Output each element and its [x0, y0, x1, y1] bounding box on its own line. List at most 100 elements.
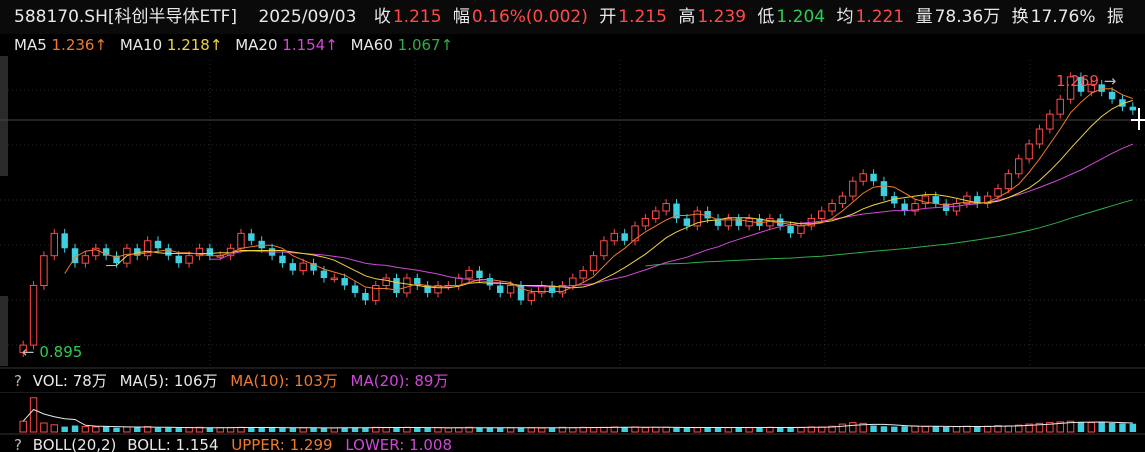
volume-bar-up: [19, 420, 27, 433]
volume-bar-up: [1004, 425, 1013, 433]
volume-bar-down: [942, 426, 950, 432]
high-label: 高: [678, 7, 696, 27]
volume-bar-up: [921, 426, 930, 433]
volume-bar-down: [974, 426, 981, 432]
candle-body-up: [1087, 83, 1096, 93]
ma10-label: MA10: [119, 36, 163, 54]
volume-bar-up: [1066, 420, 1075, 433]
volume-help-icon[interactable]: ?: [14, 372, 22, 390]
volume-bar-up: [185, 427, 193, 433]
candle-body-up: [29, 285, 38, 346]
volume-bar-down: [673, 427, 680, 432]
turnover-value: 17.76%: [1030, 7, 1096, 27]
ma20-label: MA20: [235, 36, 278, 54]
volume-bar-down: [248, 427, 255, 432]
volume-bar-up: [797, 426, 805, 433]
volume-value: 78.36万: [934, 7, 1001, 27]
volume-bar-up: [859, 422, 867, 433]
volume-bar-up: [994, 425, 1002, 433]
low-price-marker: ← 0.895: [22, 343, 83, 361]
candle-body-down: [424, 285, 431, 293]
candle-body-down: [320, 270, 328, 279]
candle-body-down: [310, 263, 317, 271]
volume-bar-up: [963, 425, 971, 433]
volume-bar-up: [1087, 422, 1096, 433]
volume-value: VOL: 78万: [32, 372, 107, 390]
close-label: 收: [373, 7, 391, 27]
candle-body-up: [641, 217, 650, 227]
ma20-value: 1.154↑: [282, 36, 338, 54]
candle-body-down: [517, 285, 525, 301]
side-tab-top[interactable]: [0, 56, 8, 176]
candle-body-up: [828, 203, 836, 212]
security-code[interactable]: 588170.SH[科创半导体ETF]: [14, 7, 238, 27]
volume-bar-up: [81, 426, 90, 433]
volume-bar-down: [787, 427, 794, 432]
candle-body-down: [974, 196, 981, 204]
boll-value: BOLL: 1.154: [127, 438, 219, 452]
side-tab-bottom[interactable]: [0, 296, 8, 366]
candle-body-down: [476, 270, 483, 279]
low-price-label: 0.895: [39, 343, 83, 361]
open-value: 1.215: [618, 7, 667, 27]
volume-bar-down: [102, 426, 110, 432]
close-value: 1.215: [392, 7, 442, 27]
candle-body-down: [548, 285, 556, 293]
candle-body-up: [558, 285, 567, 294]
volume-bar-up: [641, 427, 650, 433]
boll-help-icon[interactable]: ?: [14, 438, 22, 452]
volume-ma20: MA(20): 89万: [350, 372, 449, 390]
volume-bar-down: [476, 427, 483, 432]
volume-bar-down: [1108, 423, 1116, 432]
high-price-label: 1.269: [1056, 72, 1099, 90]
avg-value: 1.221: [855, 7, 905, 27]
volume-bar-up: [745, 427, 753, 433]
volume-bar-up: [403, 426, 411, 433]
candle-body-down: [206, 248, 214, 256]
candle-body-down: [248, 233, 255, 241]
volume-bar-up: [226, 427, 235, 433]
volume-bar-down: [71, 425, 79, 432]
candle-body-up: [1056, 98, 1064, 115]
volume-bar-up: [983, 425, 992, 433]
candle-body-up: [693, 210, 701, 227]
candle-body-up: [859, 173, 867, 182]
volume-bar-down: [870, 425, 877, 432]
volume-bar-down: [424, 427, 431, 432]
volume-bar-down: [548, 427, 556, 432]
volume-bar-down: [393, 427, 400, 432]
candle-body-down: [704, 211, 711, 219]
candle-body-down: [61, 233, 68, 249]
volume-bar-down: [704, 427, 711, 432]
volume-bar-down: [165, 427, 172, 432]
volume-bar-down: [258, 427, 265, 432]
candle-body-down: [71, 248, 79, 264]
volume-bar-down: [134, 427, 141, 432]
volume-bar-up: [766, 426, 774, 433]
boll-panel-header: ? BOLL(20,2) BOLL: 1.154 UPPER: 1.299 LO…: [0, 438, 1145, 452]
candle-body-down: [497, 285, 504, 293]
candle-body-down: [777, 218, 784, 226]
volume-bar-down: [113, 427, 120, 432]
candle-body-up: [652, 210, 660, 219]
candle-body-down: [880, 181, 888, 197]
candle-body-up: [465, 270, 473, 279]
volume-bar-up: [1015, 424, 1023, 433]
volume-bar-up: [50, 424, 59, 433]
candle-body-down: [134, 248, 141, 256]
volume-bar-down: [268, 427, 276, 432]
volume-bar-down: [279, 428, 286, 432]
candle-body-down: [279, 255, 286, 264]
candle-body-up: [849, 180, 857, 197]
volume-bar-up: [828, 425, 836, 433]
volume-bar-down: [880, 426, 888, 432]
candle-body-up: [589, 255, 598, 272]
candle-body-up: [195, 247, 204, 257]
candle-body-up: [92, 247, 100, 257]
ma5-label: MA5: [14, 36, 47, 54]
candle-body-down: [414, 278, 421, 286]
candle-body-up: [527, 292, 536, 301]
volume-bar-down: [310, 427, 317, 432]
candle-body-down: [175, 255, 182, 264]
